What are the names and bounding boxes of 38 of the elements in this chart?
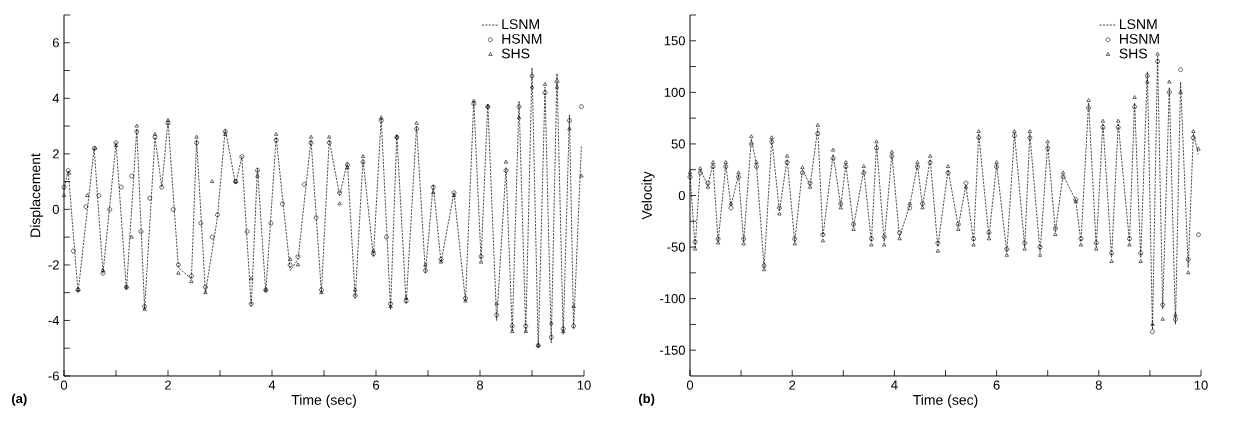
x-tick-label: 6 bbox=[373, 380, 380, 390]
y-tick-label: -6 bbox=[48, 371, 59, 381]
x-tick-label: 4 bbox=[268, 380, 276, 390]
y-tick-label: -2 bbox=[48, 260, 59, 270]
x-tick-label: 10 bbox=[1194, 380, 1208, 390]
legend-label: LSNM bbox=[502, 19, 539, 30]
x-tick-label: 4 bbox=[891, 380, 898, 390]
y-tick-label: 150 bbox=[664, 36, 685, 46]
y-tick-label: 4 bbox=[52, 93, 60, 103]
legend-label: SHS bbox=[501, 48, 530, 59]
x-axis-title: Time (sec) bbox=[913, 394, 978, 408]
y-axis-title: Velocity bbox=[641, 171, 655, 220]
y-tick-label: -50 bbox=[667, 242, 685, 252]
x-axis-title: Time (sec) bbox=[291, 394, 356, 408]
x-tick-label: 6 bbox=[993, 380, 1000, 390]
x-tick-label: 8 bbox=[476, 380, 484, 390]
y-tick-label: 2 bbox=[52, 149, 59, 159]
x-tick-label: 0 bbox=[60, 380, 68, 390]
y-tick-label: 0 bbox=[52, 204, 59, 214]
legend-label: SHS bbox=[1119, 48, 1147, 59]
x-tick-label: 0 bbox=[686, 380, 694, 390]
y-tick-label: 6 bbox=[52, 38, 59, 48]
y-tick-label: 0 bbox=[678, 190, 685, 201]
legend-label: HSNM bbox=[502, 33, 542, 44]
x-tick-label: 8 bbox=[1095, 380, 1102, 390]
x-tick-label: 2 bbox=[165, 380, 171, 390]
legend-label: HSNM bbox=[1119, 33, 1159, 44]
y-tick-label: 100 bbox=[664, 87, 685, 97]
y-tick-label: -150 bbox=[660, 345, 685, 355]
legend-label: LSNM bbox=[1119, 19, 1157, 30]
y-tick-label: -100 bbox=[660, 294, 685, 304]
y-tick-label: 50 bbox=[671, 139, 685, 149]
text: (b) bbox=[638, 393, 655, 406]
y-tick-label: -4 bbox=[48, 315, 60, 325]
x-tick-label: 2 bbox=[789, 380, 796, 390]
text: (a) bbox=[11, 393, 27, 406]
x-tick-label: 10 bbox=[577, 380, 591, 390]
y-axis-title: Displacement bbox=[30, 153, 44, 237]
